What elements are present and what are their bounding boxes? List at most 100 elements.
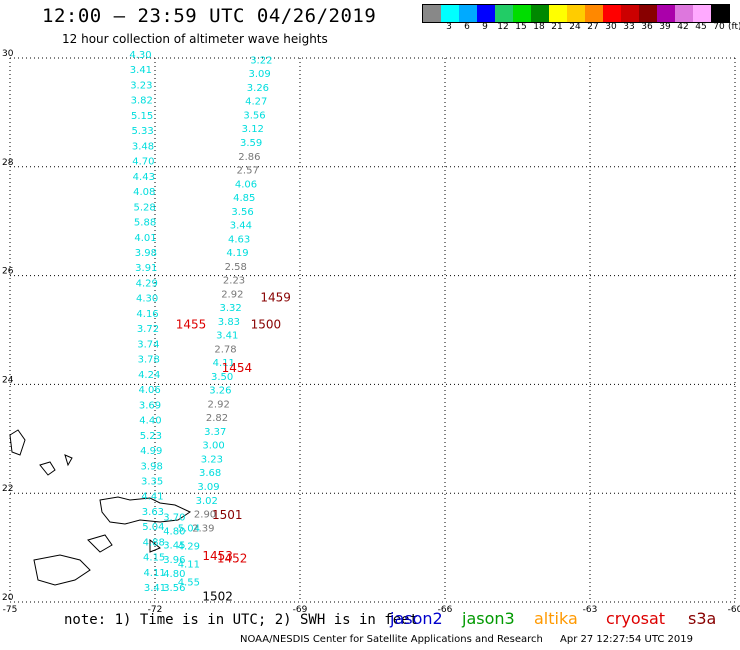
wave-height-value: 3.82	[131, 96, 153, 107]
wave-height-value: 3.23	[201, 454, 223, 465]
wave-height-value: 5.04	[142, 522, 164, 533]
scale-swatch	[459, 5, 477, 22]
wave-height-value: 4.11	[178, 560, 200, 571]
wave-height-value: 5.15	[131, 111, 153, 122]
wave-height-value: 3.02	[196, 496, 218, 507]
track-time-label: 1501	[212, 508, 243, 522]
scale-label: 21	[551, 22, 563, 32]
wave-height-value: 4.06	[138, 385, 160, 396]
legend-altika: altika	[534, 609, 578, 628]
lat-lon-grid: -75 -72 -69 -66 -63 -60 30 28 26 24 22 20	[2, 49, 740, 615]
scale-label: 3	[446, 22, 452, 32]
wave-height-value: 3.45	[163, 541, 185, 552]
lon-tick-label: -63	[583, 605, 598, 615]
wave-height-value: 3.72	[137, 324, 159, 335]
wave-height-value: 3.12	[242, 124, 264, 135]
scale-unit: (ft)	[728, 22, 740, 32]
wave-height-value: 4.24	[138, 370, 160, 381]
track-time-label: 1453	[202, 549, 233, 563]
puerto-rico-coast	[33, 554, 91, 586]
scale-label: 42	[677, 22, 689, 32]
lat-tick-label: 30	[2, 49, 14, 59]
wave-height-value: 4.27	[245, 97, 267, 108]
legend-jason2: jason2	[390, 609, 443, 628]
wave-height-value: 4.63	[228, 234, 250, 245]
lat-tick-label: 28	[2, 158, 14, 168]
wave-height-value: 3.41	[144, 583, 166, 594]
hispaniola-coast	[99, 496, 192, 525]
wave-height-value: 5.88	[134, 218, 156, 229]
wave-height-value: 3.59	[240, 138, 262, 149]
scale-label: 18	[533, 22, 545, 32]
wave-height-value: 4.85	[233, 193, 255, 204]
scale-swatch	[549, 5, 567, 22]
wave-height-value: 2.58	[225, 262, 247, 273]
track-time-label: 1455	[176, 318, 207, 332]
scale-label: 9	[482, 22, 488, 32]
scale-swatch	[441, 5, 459, 22]
wave-height-value: 2.90	[194, 510, 216, 521]
wave-height-value: 2.92	[221, 289, 243, 300]
wave-height-value: 3.44	[230, 221, 252, 232]
scale-swatch	[603, 5, 621, 22]
scale-swatch	[675, 5, 693, 22]
wave-height-value: 3.00	[202, 441, 224, 452]
coastlines	[9, 429, 192, 586]
scale-label: 27	[587, 22, 599, 32]
scale-label: 33	[623, 22, 635, 32]
scale-swatch	[531, 5, 549, 22]
wave-height-value: 5.28	[134, 202, 156, 213]
credit-timestamp: Apr 27 12:27:54 UTC 2019	[560, 634, 693, 645]
wave-height-value: 2.39	[192, 523, 214, 534]
wave-height-value: 3.32	[219, 303, 241, 314]
wave-height-value: 4.41	[141, 492, 163, 503]
wave-height-value: 3.41	[130, 65, 152, 76]
scale-label: 45	[695, 22, 707, 32]
wave-height-value: 2.82	[206, 413, 228, 424]
wave-height-value: 3.78	[138, 355, 160, 366]
wave-height-value: 3.37	[204, 427, 226, 438]
wave-height-value: 5.23	[140, 431, 162, 442]
lat-tick-label: 24	[2, 375, 14, 385]
wave-height-value: 4.40	[139, 416, 161, 427]
wave-height-value: 4.11	[143, 568, 165, 579]
wave-height-value: 2.23	[223, 276, 245, 287]
scale-swatch	[423, 5, 441, 22]
scale-label: 24	[569, 22, 581, 32]
scale-swatch	[639, 5, 657, 22]
wave-height-value: 4.01	[134, 233, 156, 244]
wave-height-value: 3.41	[216, 331, 238, 342]
scale-swatch	[711, 5, 729, 22]
wave-height-value: 2.92	[208, 399, 230, 410]
wave-height-value: 2.86	[238, 152, 260, 163]
wave-height-value: 3.09	[248, 69, 270, 80]
wave-height-value: 3.56	[231, 207, 253, 218]
scale-label: 70	[713, 22, 725, 32]
wave-height-value: 3.26	[209, 386, 231, 397]
scale-swatch	[495, 5, 513, 22]
wave-height-value: 3.74	[137, 339, 159, 350]
wave-height-value: 4.88	[143, 537, 165, 548]
scale-label: 15	[515, 22, 527, 32]
track-time-label: 1454	[222, 361, 253, 375]
wave-height-value: 3.56	[243, 110, 265, 121]
altimeter-tracks: 4.30 3.41 3.23 3.82 5.15 5.33 3.48 4.70 4.43 4.08…	[129, 50, 291, 604]
wave-height-value: 3.23	[130, 80, 152, 91]
wave-height-color-scale	[422, 4, 730, 23]
wave-height-value: 4.80	[163, 527, 185, 538]
scale-swatch	[693, 5, 711, 22]
wave-height-value: 3.69	[139, 400, 161, 411]
wave-height-value: 4.08	[133, 187, 155, 198]
wave-height-value: 4.55	[178, 578, 200, 589]
wave-height-value: 5.04	[178, 523, 200, 534]
wave-height-value: 3.70	[163, 512, 185, 523]
lon-tick-label: -69	[293, 605, 308, 615]
scale-swatch	[621, 5, 639, 22]
wave-height-value: 2.78	[214, 344, 236, 355]
lon-tick-label: -60	[728, 605, 740, 615]
wave-height-value: 3.50	[211, 372, 233, 383]
wave-height-value: 2.57	[237, 166, 259, 177]
wave-height-value: 4.80	[163, 569, 185, 580]
wave-height-value: 4.70	[132, 157, 154, 168]
wave-height-value: 3.56	[163, 583, 185, 594]
